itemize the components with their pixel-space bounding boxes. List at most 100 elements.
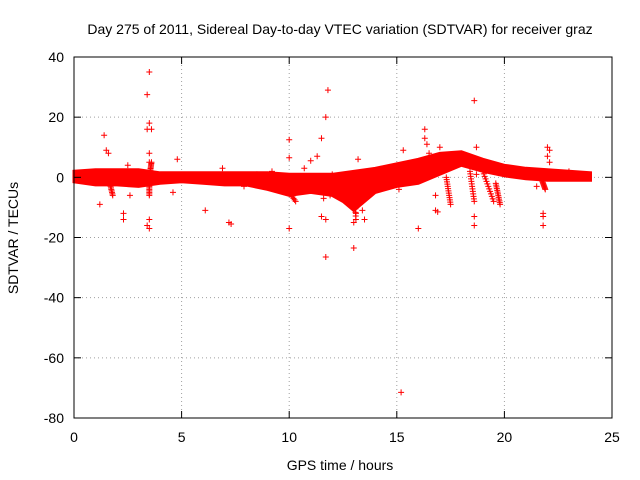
data-point bbox=[355, 156, 362, 163]
data-point bbox=[395, 186, 402, 193]
streak-point bbox=[482, 175, 489, 182]
data-point bbox=[473, 171, 480, 178]
data-point bbox=[471, 222, 478, 229]
data-point bbox=[544, 144, 551, 151]
y-tick-label: 0 bbox=[56, 169, 64, 185]
x-tick-label: 15 bbox=[389, 429, 405, 445]
data-point bbox=[359, 174, 366, 181]
data-point bbox=[352, 210, 359, 217]
streak-point bbox=[352, 216, 359, 223]
data-point bbox=[120, 210, 127, 217]
y-tick-label: 40 bbox=[48, 49, 64, 65]
data-point bbox=[546, 147, 553, 154]
streak-point bbox=[481, 173, 488, 180]
data-point bbox=[473, 144, 480, 151]
data-point bbox=[432, 192, 439, 199]
streak-point bbox=[542, 186, 549, 193]
y-tick-label: 20 bbox=[48, 109, 64, 125]
streak-point bbox=[471, 198, 478, 205]
streak-point bbox=[447, 201, 454, 208]
data-point bbox=[286, 136, 293, 143]
data-point bbox=[436, 144, 443, 151]
streak-point bbox=[483, 178, 490, 185]
data-point bbox=[471, 97, 478, 104]
data-point bbox=[146, 120, 153, 127]
data-point bbox=[96, 201, 103, 208]
data-point bbox=[426, 150, 433, 157]
data-point bbox=[350, 245, 357, 252]
streak-point bbox=[292, 198, 299, 205]
data-point bbox=[546, 159, 553, 166]
x-axis-label: GPS time / hours bbox=[287, 457, 394, 473]
data-point bbox=[144, 91, 151, 98]
data-point bbox=[434, 165, 441, 172]
data-point bbox=[430, 159, 437, 166]
data-point bbox=[540, 222, 547, 229]
data-point bbox=[329, 171, 336, 178]
y-tick-label: -20 bbox=[44, 230, 64, 246]
data-point bbox=[322, 114, 329, 121]
data-point bbox=[253, 171, 260, 178]
streak-point bbox=[489, 195, 496, 202]
data-point bbox=[540, 213, 547, 220]
streak-point bbox=[487, 190, 494, 197]
data-band-fill bbox=[72, 150, 592, 213]
x-tick-label: 25 bbox=[604, 429, 620, 445]
data-point bbox=[286, 154, 293, 161]
data-point bbox=[320, 195, 327, 202]
streak-point bbox=[479, 168, 486, 175]
streak-point bbox=[490, 198, 497, 205]
data-point bbox=[421, 126, 428, 133]
x-tick-label: 5 bbox=[178, 429, 186, 445]
data-point bbox=[301, 165, 308, 172]
data-points bbox=[96, 69, 572, 396]
data-point bbox=[146, 159, 153, 166]
data-point bbox=[174, 156, 181, 163]
data-point bbox=[103, 147, 110, 154]
data-point bbox=[359, 207, 366, 214]
streak-point bbox=[497, 201, 504, 208]
x-tick-label: 20 bbox=[497, 429, 513, 445]
streak-point bbox=[109, 192, 116, 199]
data-point bbox=[105, 150, 112, 157]
data-point bbox=[314, 153, 321, 160]
data-point bbox=[322, 254, 329, 261]
data-point bbox=[144, 222, 151, 229]
data-point bbox=[241, 183, 248, 190]
data-point bbox=[148, 126, 155, 133]
data-point bbox=[146, 225, 153, 232]
data-point bbox=[126, 192, 133, 199]
data-point bbox=[565, 168, 572, 175]
axis-ticks: 0 5 10 15 20 25 -80 -60 -40 -20 0 20 40 bbox=[44, 49, 620, 445]
data-point bbox=[228, 220, 235, 227]
data-point bbox=[120, 216, 127, 223]
data-point bbox=[324, 87, 331, 94]
y-axis-label: SDTVAR / TECUs bbox=[5, 182, 21, 294]
data-point bbox=[350, 219, 357, 226]
streak-point bbox=[486, 185, 493, 192]
data-point bbox=[146, 150, 153, 157]
data-point bbox=[232, 177, 239, 184]
data-point bbox=[146, 69, 153, 76]
data-point bbox=[421, 135, 428, 142]
chart-title: Day 275 of 2011, Sidereal Day-to-day VTE… bbox=[87, 21, 592, 37]
data-point bbox=[400, 147, 407, 154]
data-band bbox=[72, 150, 592, 213]
y-tick-label: -60 bbox=[44, 350, 64, 366]
data-point bbox=[544, 153, 551, 160]
data-point bbox=[359, 183, 366, 190]
data-point bbox=[423, 141, 430, 148]
data-point bbox=[533, 183, 540, 190]
data-point bbox=[327, 192, 334, 199]
x-tick-label: 0 bbox=[70, 429, 78, 445]
data-point bbox=[318, 135, 325, 142]
streak-point bbox=[146, 192, 153, 199]
streak-point bbox=[485, 183, 492, 190]
data-point bbox=[322, 216, 329, 223]
streak-point bbox=[488, 193, 495, 200]
data-point bbox=[202, 207, 209, 214]
streak-point bbox=[487, 188, 494, 195]
data-point bbox=[434, 208, 441, 215]
data-point bbox=[286, 225, 293, 232]
